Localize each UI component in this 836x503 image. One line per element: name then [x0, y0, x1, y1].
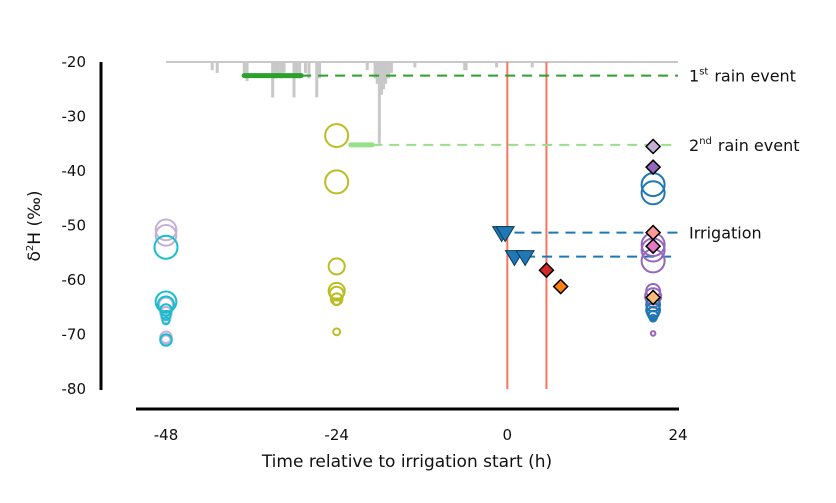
rain-event-1-label: 1st rain event [689, 67, 796, 86]
irrigation-water-point [495, 226, 516, 243]
y-tick-label: -20 [62, 53, 87, 71]
y-tick-label: -50 [62, 217, 87, 235]
y-tick-labels: -20 -30 -40 -50 -60 -70 -80 [62, 53, 87, 398]
reference-lines [241, 62, 678, 389]
precip-bar [295, 62, 299, 76]
precip-bar [365, 62, 369, 71]
rain-samples-point [645, 224, 662, 241]
precip-bar [274, 62, 278, 79]
precip-bar [298, 62, 302, 79]
y-axis-title-rest: H (‰) [25, 190, 45, 244]
precip-bar [315, 62, 319, 98]
precip-bar [413, 62, 417, 68]
irrigation-water-point [515, 250, 535, 267]
precip-bar [303, 62, 307, 73]
x-axis-title: Time relative to irrigation start (h) [261, 452, 552, 472]
soil-early-cyan-point [153, 234, 179, 260]
x-tick-label: 24 [668, 426, 687, 444]
soil-mid-olive-point [332, 297, 342, 307]
precip-bar [292, 62, 296, 98]
rain-samples-point [645, 138, 662, 155]
x-tick-labels: -48 -24 0 24 [154, 426, 688, 444]
soil-late-blue-point [647, 309, 659, 322]
precip-bar [377, 62, 381, 144]
soil-mid-olive-point [327, 257, 346, 276]
precipitation-hyetograph [166, 61, 678, 144]
precip-bar [271, 62, 275, 98]
precip-bar [530, 62, 534, 68]
precip-bar [318, 62, 322, 79]
soil-mid-olive-point [328, 285, 345, 302]
soil-late-purple-point [649, 330, 657, 337]
annotation-labels: 1st rain event 2nd rain event Irrigation [689, 67, 800, 243]
x-tick-label: -48 [154, 426, 179, 444]
precip-bar [276, 62, 280, 76]
precip-bar [464, 62, 468, 71]
precip-bar [387, 62, 391, 79]
precip-bar [373, 62, 377, 79]
y-tick-label: -70 [62, 326, 87, 344]
soil-early-cyan-point [160, 309, 172, 322]
precip-bar [279, 62, 283, 79]
irrigation-1-label: Irrigation [689, 224, 762, 243]
soil-early-cyan-point [156, 295, 176, 314]
soil-late-blue-point [648, 313, 658, 323]
precip-bar [495, 62, 499, 68]
soil-late-blue-point [646, 305, 660, 320]
rain-event-2-ordinal: 2 [689, 136, 699, 155]
soil-early-lilac-point [154, 218, 178, 242]
precip-bar [282, 62, 286, 73]
precip-bar [389, 62, 393, 73]
precip-bar [215, 62, 219, 73]
precip-bar [379, 62, 383, 95]
x-tick-label: -24 [324, 426, 349, 444]
rain-samples-point [538, 262, 555, 279]
soil-early-lilac-point [154, 223, 178, 247]
soil-early-cyan-point [161, 316, 171, 326]
rain-samples-point [645, 289, 662, 306]
data-points [153, 123, 666, 347]
rain-samples-point [645, 238, 662, 255]
precip-bar [210, 62, 214, 71]
svg-text:δ2H (‰): δ2H (‰) [25, 190, 45, 261]
precip-bar [307, 62, 311, 79]
y-axis-title-sup: 2 [25, 245, 36, 251]
y-axis-title-delta: δ [25, 251, 45, 261]
soil-mid-olive-point [324, 123, 350, 149]
soil-mid-olive-point [324, 169, 350, 195]
rain-event-1-ordinal: 1 [689, 67, 699, 86]
rain-samples-point [645, 159, 662, 176]
x-tick-label: 0 [503, 426, 513, 444]
rain-event-1-text: rain event [714, 67, 796, 86]
y-tick-label: -60 [62, 271, 87, 289]
precip-bar [375, 62, 379, 84]
rain-event-2-label: 2nd rain event [689, 136, 800, 155]
soil-early-lilac-point [160, 334, 172, 346]
y-axis-title: δ2H (‰) [25, 190, 45, 261]
precip-bar [384, 62, 388, 84]
precip-bar [242, 62, 246, 76]
y-tick-label: -30 [62, 108, 87, 126]
rain-event-2-ordinal-suffix: nd [699, 136, 712, 147]
soil-early-cyan-point [159, 333, 173, 347]
y-tick-label: -40 [62, 162, 87, 180]
y-tick-label: -80 [62, 380, 87, 398]
rain-samples-point [552, 278, 569, 295]
soil-early-cyan-point [159, 303, 173, 317]
soil-mid-olive-point [332, 327, 342, 337]
precip-bar [245, 62, 249, 82]
precip-bar [382, 62, 386, 90]
rain-event-2-text: rain event [718, 136, 800, 155]
soil-late-blue-point [640, 180, 666, 206]
rain-event-1-ordinal-suffix: st [699, 67, 708, 78]
